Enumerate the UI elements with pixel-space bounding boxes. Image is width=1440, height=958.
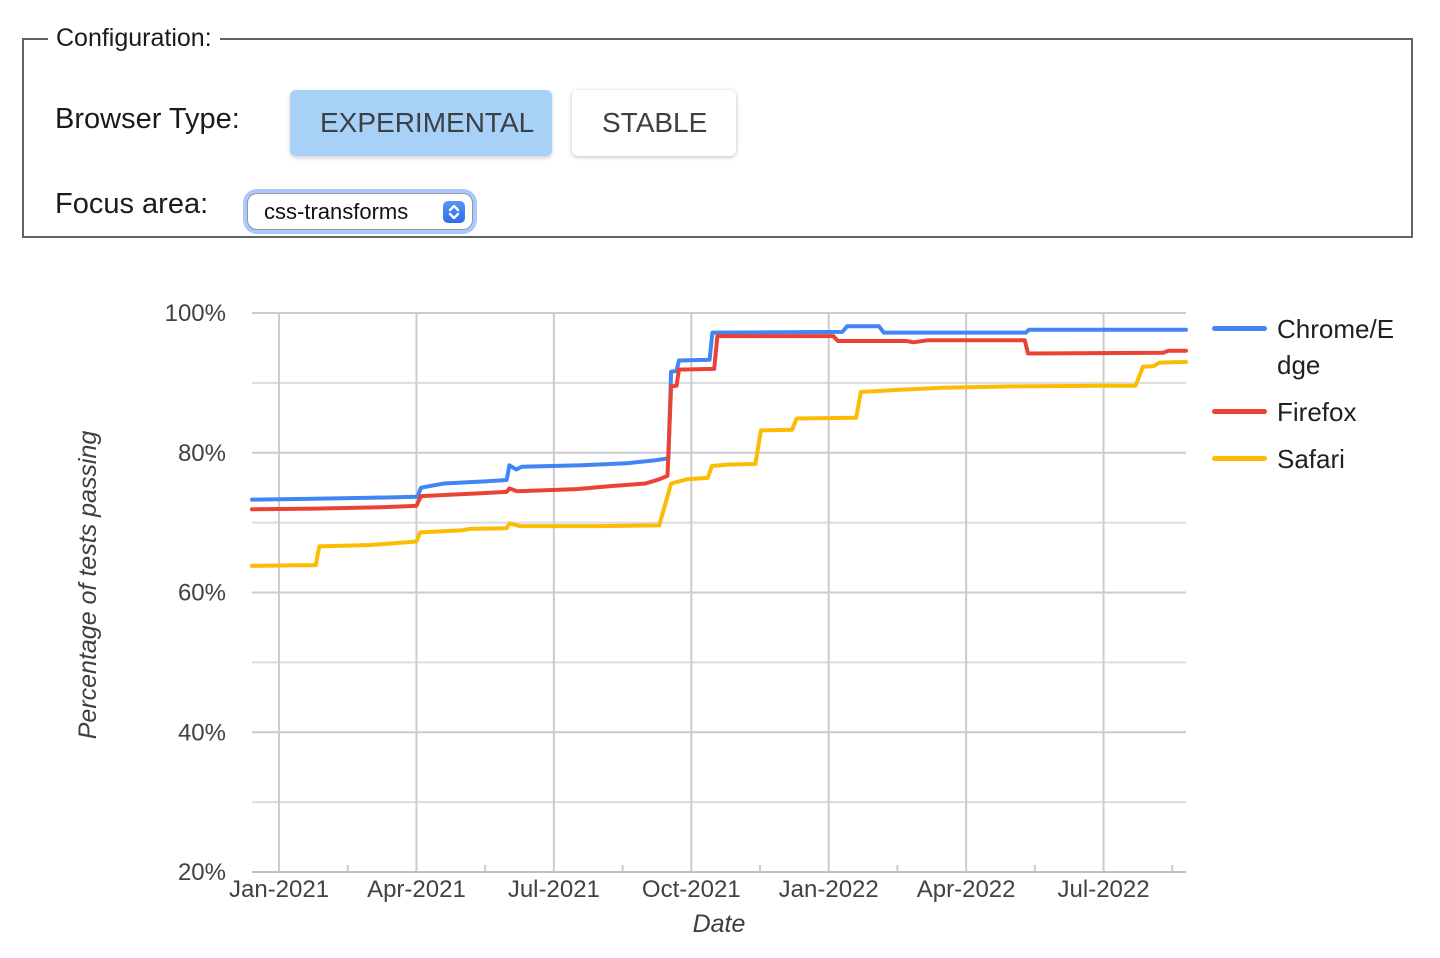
legend-item: Safari [1212,441,1402,477]
legend-swatch [1212,326,1267,331]
focus-area-label: Focus area: [55,188,209,220]
x-tick-label: Jul-2022 [1058,876,1150,903]
x-tick-label: Apr-2021 [367,876,466,903]
x-tick-label: Jan-2022 [779,876,879,903]
series-line-firefox [250,334,1188,512]
legend-swatch [1212,456,1267,461]
x-axis-title: Date [692,910,746,938]
legend-item: Chrome/Edge [1212,311,1402,383]
browser-type-label: Browser Type: [55,103,240,135]
legend-label: Chrome/Edge [1277,314,1395,380]
configuration-panel: Configuration: Browser Type: EXPERIMENTA… [22,24,1413,238]
y-tick-label: 80% [178,440,226,467]
series-line-safari [250,359,1188,568]
legend-item: Firefox [1212,394,1402,430]
x-tick-label: Jul-2021 [508,876,600,903]
browser-type-stable-button[interactable]: STABLE [572,90,736,156]
y-tick-label: 40% [178,719,226,746]
x-tick-label: Apr-2022 [917,876,1016,903]
legend-label: Firefox [1277,397,1357,427]
legend-label: Safari [1277,444,1345,474]
configuration-legend: Configuration: [56,24,212,52]
y-axis-title: Percentage of tests passing [74,430,102,740]
y-tick-label: 20% [178,859,226,886]
y-tick-label: 60% [178,580,226,607]
select-stepper-icon [443,200,465,223]
chart-legend: Chrome/Edge Firefox Safari [1212,311,1402,488]
browser-type-experimental-button[interactable]: EXPERIMENTAL [290,90,552,156]
series-line-chrome-edge [250,324,1188,502]
legend-swatch [1212,409,1267,414]
y-tick-label: 100% [165,300,226,327]
focus-area-selected-value: css-transforms [264,198,409,224]
focus-area-select[interactable]: css-transforms [247,193,473,230]
x-tick-label: Oct-2021 [642,876,741,903]
x-tick-label: Jan-2021 [229,876,329,903]
